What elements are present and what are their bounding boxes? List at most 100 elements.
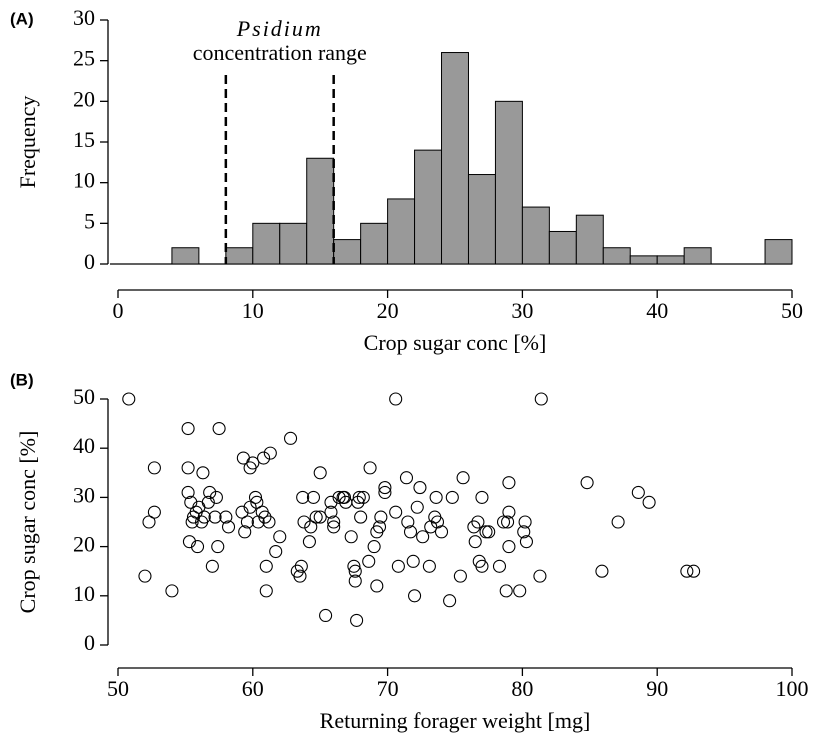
scatter-point (332, 490, 346, 504)
y-tick-label: 0 (84, 630, 95, 655)
annotation-title: Psidium (236, 16, 323, 41)
scatter-point (306, 490, 321, 504)
histogram-bar (602, 247, 631, 265)
scatter-point (378, 485, 392, 500)
scatter-point (205, 559, 219, 573)
scatter-point (518, 515, 532, 529)
scatter-point (534, 392, 548, 406)
histogram-bar (306, 157, 335, 265)
scatter-point (250, 495, 264, 509)
x-tick-label: 60 (242, 676, 264, 701)
scatter-point (221, 520, 236, 534)
scatter-point (370, 579, 384, 593)
scatter-point (313, 466, 327, 480)
scatter-point (348, 564, 362, 578)
scatter-point (283, 431, 298, 445)
y-tick-label: 0 (84, 249, 95, 274)
scatter-point (293, 569, 307, 583)
y-tick-label: 20 (73, 532, 95, 557)
scatter-point (410, 500, 424, 514)
y-tick-label: 25 (73, 46, 95, 71)
panel-label: (A) (10, 9, 34, 28)
x-tick-label: 30 (511, 298, 533, 323)
x-tick-label: 50 (107, 676, 129, 701)
scatter-point (502, 505, 516, 519)
scatter-point (595, 564, 609, 578)
scatter-point (482, 525, 496, 539)
scatter-point (456, 471, 470, 485)
scatter-point (297, 515, 311, 529)
y-tick-label: 30 (73, 482, 95, 507)
scatter-point (313, 510, 327, 524)
scatter-point (443, 594, 457, 608)
x-tick-label: 90 (646, 676, 668, 701)
scatter-point (259, 584, 273, 598)
annotation: concentration range (193, 40, 367, 65)
scatter-point (296, 490, 310, 504)
y-tick-label: 5 (84, 208, 95, 233)
scatter-point (580, 476, 594, 490)
scatter-point (354, 510, 368, 524)
histogram-bar (683, 247, 712, 265)
histogram-bar (764, 239, 793, 265)
histogram-bar (333, 239, 362, 265)
scatter-point (356, 490, 370, 504)
x-tick-label: 0 (113, 298, 124, 323)
scatter-point (208, 510, 222, 524)
histogram-bar (494, 100, 523, 265)
histogram-bar (575, 214, 604, 265)
scatter-point (273, 530, 287, 544)
scatter-point (309, 510, 323, 524)
scatter-point (350, 613, 364, 627)
histogram-bar (467, 174, 496, 265)
scatter-point (258, 510, 272, 524)
scatter-point (533, 569, 547, 583)
scatter-point (467, 520, 481, 534)
histogram-bar (225, 247, 254, 265)
x-tick-label: 50 (781, 298, 803, 323)
scatter-point (406, 554, 420, 568)
scatter-point (238, 525, 252, 539)
scatter-point (257, 451, 271, 465)
histogram-bar (414, 149, 443, 265)
scatter-point (475, 490, 489, 504)
histogram-bar (629, 255, 658, 265)
y-axis-label: Crop sugar conc [%] (15, 431, 40, 614)
scatter-point (197, 510, 211, 524)
scatter-point (372, 520, 387, 534)
scatter-point (416, 530, 430, 544)
scatter-point (147, 505, 161, 519)
scatter-point (408, 589, 422, 603)
scatter-point (344, 530, 358, 544)
scatter-point (389, 505, 403, 519)
scatter-point (246, 456, 260, 470)
scatter-point (327, 520, 341, 534)
x-tick-label: 40 (646, 298, 668, 323)
scatter-point (235, 505, 249, 519)
scatter-point (374, 510, 388, 524)
scatter-point (248, 490, 263, 504)
scatter-point (367, 540, 381, 554)
histogram-bar (656, 255, 685, 265)
x-tick-label: 70 (377, 676, 399, 701)
scatter-point (611, 515, 625, 529)
scatter-point (413, 481, 427, 495)
scatter-point (319, 608, 333, 623)
scatter-point (184, 495, 198, 509)
x-tick-label: 20 (377, 298, 399, 323)
scatter-point (389, 392, 403, 406)
scatter-point (362, 554, 376, 568)
scatter-point (391, 559, 405, 573)
histogram-bar (548, 230, 577, 265)
scatter-point (324, 505, 338, 519)
y-tick-label: 10 (73, 581, 95, 606)
scatter-point (363, 461, 377, 475)
histogram-bar (252, 222, 281, 265)
scatter-point (142, 515, 156, 529)
x-tick-label: 80 (511, 676, 533, 701)
scatter-point (263, 446, 277, 460)
scatter-point (269, 544, 283, 559)
scatter-point (212, 421, 226, 436)
scatter-point (519, 535, 533, 549)
